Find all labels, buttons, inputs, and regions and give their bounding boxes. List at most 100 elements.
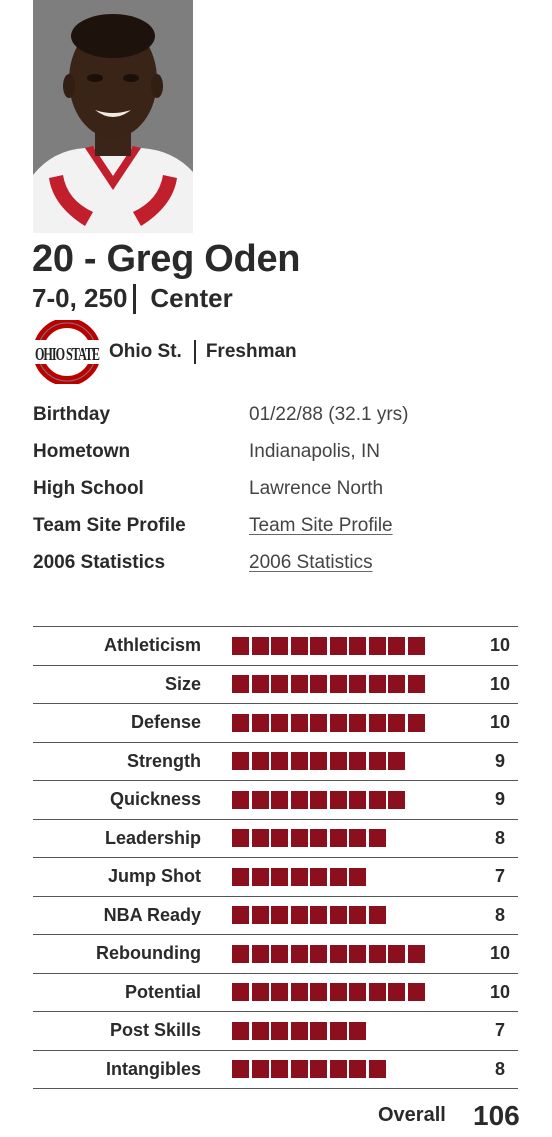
- rating-value: 10: [489, 712, 511, 733]
- rating-bar-segment: [310, 790, 327, 809]
- rating-value: 8: [494, 1058, 505, 1079]
- team-site-profile-link[interactable]: Team Site Profile: [249, 514, 393, 536]
- rating-bar-segment: [271, 983, 288, 1002]
- school-name[interactable]: Ohio St.: [109, 341, 182, 362]
- rating-bar-segment: [329, 675, 347, 694]
- rating-bar-segment: [290, 790, 308, 809]
- rating-bar-segment: [232, 906, 249, 925]
- rating-bar-segment: [310, 752, 327, 771]
- rating-bar-segment: [349, 944, 366, 963]
- divider: [133, 283, 137, 314]
- rating-row: Size 10: [33, 666, 518, 704]
- rating-label: Intangibles: [105, 1058, 201, 1079]
- rating-bar-segment: [290, 1021, 308, 1040]
- info-label: 2006 Statistics: [33, 551, 166, 573]
- rating-label: Strength: [127, 750, 201, 771]
- rating-bar-segment: [388, 713, 405, 732]
- rating-bar-segment: [407, 713, 425, 732]
- rating-bar-segment: [290, 829, 308, 848]
- rating-bar-segment: [251, 1060, 269, 1079]
- rating-bar-segment: [232, 675, 249, 694]
- rating-bar-segment: [349, 983, 366, 1002]
- rating-bar-segment: [407, 675, 425, 694]
- rating-bar-segment: [271, 829, 288, 848]
- rating-bar-segment: [232, 752, 249, 771]
- rating-row: NBA Ready 8: [33, 897, 518, 935]
- rating-label: Jump Shot: [108, 866, 201, 887]
- rating-bar-segment: [232, 636, 249, 655]
- rating-bar-segment: [349, 1060, 366, 1079]
- rating-bar-segment: [232, 867, 249, 886]
- rating-bar-segment: [388, 983, 405, 1002]
- rating-bar-segment: [271, 1060, 288, 1079]
- rating-bar-segment: [368, 944, 386, 963]
- rating-value: 8: [494, 827, 505, 848]
- rating-bar-segment: [329, 752, 347, 771]
- rating-bar-segment: [251, 829, 269, 848]
- rating-row: Potential 10: [33, 974, 518, 1012]
- rating-bar-segment: [251, 752, 269, 771]
- rating-bar: [232, 867, 442, 886]
- rating-bar-segment: [368, 752, 386, 771]
- rating-bar-segment: [290, 752, 308, 771]
- rating-bar-segment: [329, 867, 347, 886]
- player-photo: [33, 0, 193, 233]
- rating-bar-segment: [310, 675, 327, 694]
- info-row-2006-statistics: 2006 Statistics 2006 Statistics: [33, 544, 533, 581]
- rating-value: 9: [494, 750, 505, 771]
- rating-bar-segment: [251, 906, 269, 925]
- rating-bar-segment: [232, 1060, 249, 1079]
- rating-bar-segment: [329, 1060, 347, 1079]
- rating-row: Jump Shot 7: [33, 858, 518, 897]
- rating-row: Post Skills 7: [33, 1012, 518, 1051]
- info-row-team-site-profile: Team Site Profile Team Site Profile: [33, 507, 533, 544]
- rating-value: 10: [489, 673, 511, 694]
- rating-bar-segment: [349, 713, 366, 732]
- rating-label: Size: [164, 673, 201, 694]
- rating-bar-segment: [271, 636, 288, 655]
- rating-bar-segment: [271, 1021, 288, 1040]
- rating-bar-segment: [368, 983, 386, 1002]
- rating-bar-segment: [349, 675, 366, 694]
- rating-bar-segment: [349, 752, 366, 771]
- rating-label: Post Skills: [109, 1020, 201, 1041]
- rating-label: Leadership: [104, 827, 201, 848]
- rating-bar-segment: [271, 675, 288, 694]
- info-label: High School: [33, 477, 144, 499]
- rating-bar-segment: [329, 944, 347, 963]
- rating-bar-segment: [349, 867, 366, 886]
- rating-row: Leadership 8: [33, 820, 518, 858]
- overall-label: Overall: [378, 1104, 446, 1126]
- rating-bar-segment: [310, 983, 327, 1002]
- rating-bar-segment: [310, 713, 327, 732]
- rating-row: Defense 10: [33, 704, 518, 743]
- rating-bar-segment: [368, 1060, 386, 1079]
- ohio-state-logo[interactable]: OHIO STATE: [33, 318, 102, 386]
- rating-bar: [232, 944, 442, 963]
- overall-value: 106: [473, 1100, 520, 1131]
- birthday-value: 01/22/88 (32.1 yrs): [249, 403, 409, 425]
- rating-bar-segment: [329, 790, 347, 809]
- rating-bar-segment: [388, 636, 405, 655]
- rating-bar-segment: [251, 944, 269, 963]
- rating-bar-segment: [290, 713, 308, 732]
- school-row: OHIO STATE Ohio St. Freshman: [33, 318, 297, 386]
- class-year: Freshman: [205, 341, 297, 362]
- player-measurements: 7-0, 250 Center: [32, 283, 233, 314]
- rating-bar-segment: [349, 636, 366, 655]
- rating-bar: [232, 829, 442, 848]
- rating-bar-segment: [232, 829, 249, 848]
- rating-bar-segment: [407, 944, 425, 963]
- rating-bar-segment: [290, 944, 308, 963]
- rating-bar-segment: [349, 1021, 366, 1040]
- rating-bar-segment: [349, 790, 366, 809]
- rating-bar: [232, 906, 442, 925]
- rating-bar-segment: [368, 713, 386, 732]
- rating-bar-segment: [388, 944, 405, 963]
- rating-bar-segment: [232, 713, 249, 732]
- 2006-statistics-link[interactable]: 2006 Statistics: [249, 551, 373, 573]
- rating-value: 7: [494, 866, 505, 887]
- rating-bar-segment: [388, 675, 405, 694]
- rating-bar-segment: [310, 867, 327, 886]
- rating-bar-segment: [329, 906, 347, 925]
